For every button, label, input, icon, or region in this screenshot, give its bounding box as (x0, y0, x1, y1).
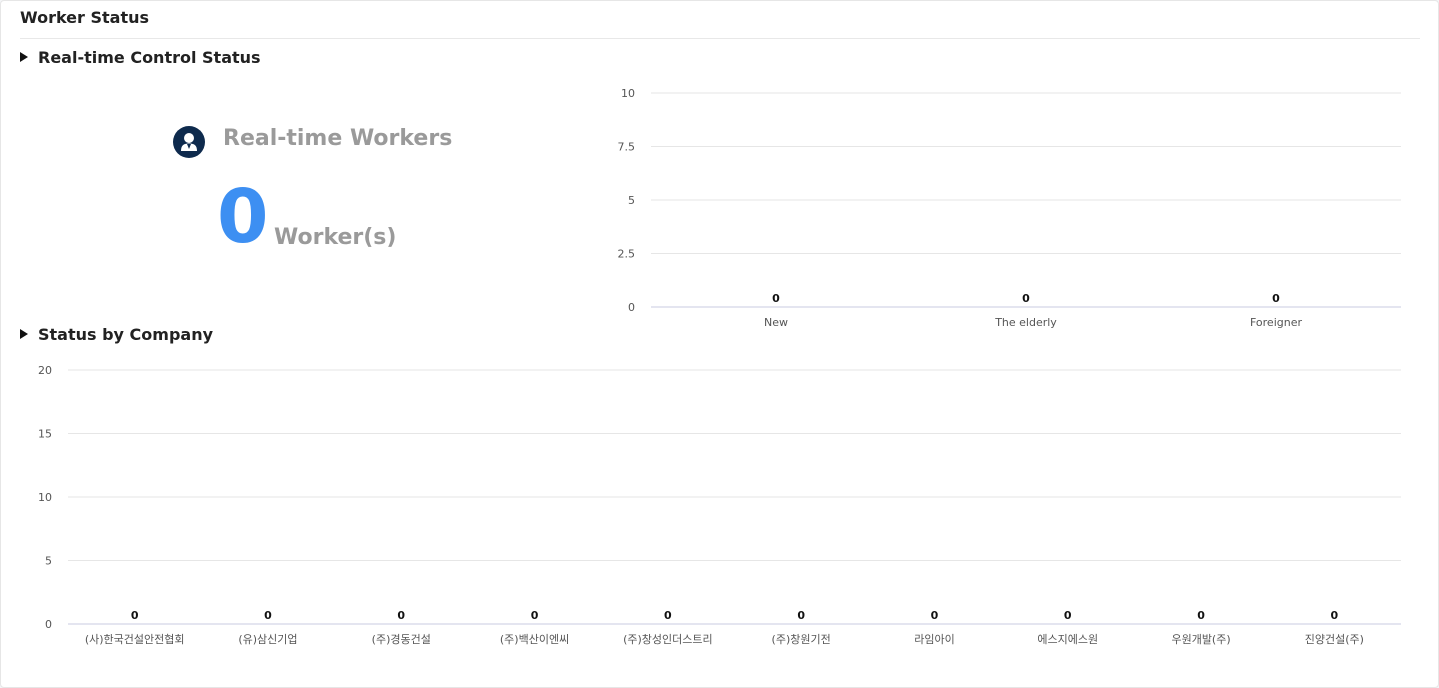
x-category-label: (주)경동건설 (372, 633, 431, 646)
data-label: 0 (797, 609, 805, 622)
data-label: 0 (264, 609, 272, 622)
data-label: 0 (931, 609, 939, 622)
triangle-right-icon (20, 329, 28, 339)
data-label: 0 (1064, 609, 1072, 622)
y-tick-label: 0 (45, 618, 52, 631)
x-category-label: (주)창원기전 (772, 633, 831, 646)
x-category-label: (주)백산이엔씨 (500, 633, 569, 646)
section-title-company: Status by Company (38, 324, 214, 344)
y-tick-label: 15 (38, 428, 52, 441)
title-divider (20, 38, 1420, 39)
y-tick-label: 5 (45, 555, 52, 568)
y-tick-label: 20 (38, 364, 52, 377)
x-category-label: New (764, 316, 788, 329)
triangle-right-icon (20, 52, 28, 62)
x-category-label: The elderly (994, 316, 1057, 329)
y-tick-label: 2.5 (618, 248, 636, 261)
realtime-workers-card: Real-time Workers 0 Worker(s) (173, 124, 503, 264)
x-category-label: (사)한국건설안전협회 (85, 633, 185, 646)
y-tick-label: 5 (628, 194, 635, 207)
data-label: 0 (1197, 609, 1205, 622)
x-category-label: (주)창성인더스트리 (623, 633, 713, 646)
x-category-label: Foreigner (1250, 316, 1302, 329)
worker-avatar-icon (173, 126, 205, 158)
section-heading-realtime: Real-time Control Status (20, 47, 261, 67)
panel-title: Worker Status (20, 8, 150, 27)
x-category-label: 라임아이 (914, 633, 954, 646)
data-label: 0 (1272, 292, 1280, 305)
realtime-worker-unit: Worker(s) (274, 225, 397, 250)
x-category-label: 우원개발(주) (1171, 633, 1230, 646)
worker-type-chart: 0 2.5 5 7.5 10 0 New 0 The elderly 0 Foreigner (618, 87, 1401, 329)
data-label: 0 (131, 609, 139, 622)
section-title-realtime: Real-time Control Status (38, 47, 261, 67)
data-label: 0 (531, 609, 539, 622)
data-label: 0 (664, 609, 672, 622)
data-label: 0 (1022, 292, 1030, 305)
y-tick-label: 10 (38, 491, 52, 504)
x-category-label: 진양건설(주) (1305, 633, 1364, 646)
x-category-label: (유)삼신기업 (238, 633, 297, 646)
data-label: 0 (772, 292, 780, 305)
y-tick-label: 0 (628, 301, 635, 314)
data-label: 0 (1331, 609, 1339, 622)
realtime-workers-title: Real-time Workers (223, 126, 453, 151)
y-tick-label: 7.5 (618, 141, 636, 154)
realtime-worker-count: 0 (217, 174, 269, 260)
y-tick-label: 10 (621, 87, 635, 100)
data-label: 0 (397, 609, 405, 622)
x-category-label: 에스지에스원 (1037, 633, 1098, 646)
section-heading-company: Status by Company (20, 324, 213, 344)
